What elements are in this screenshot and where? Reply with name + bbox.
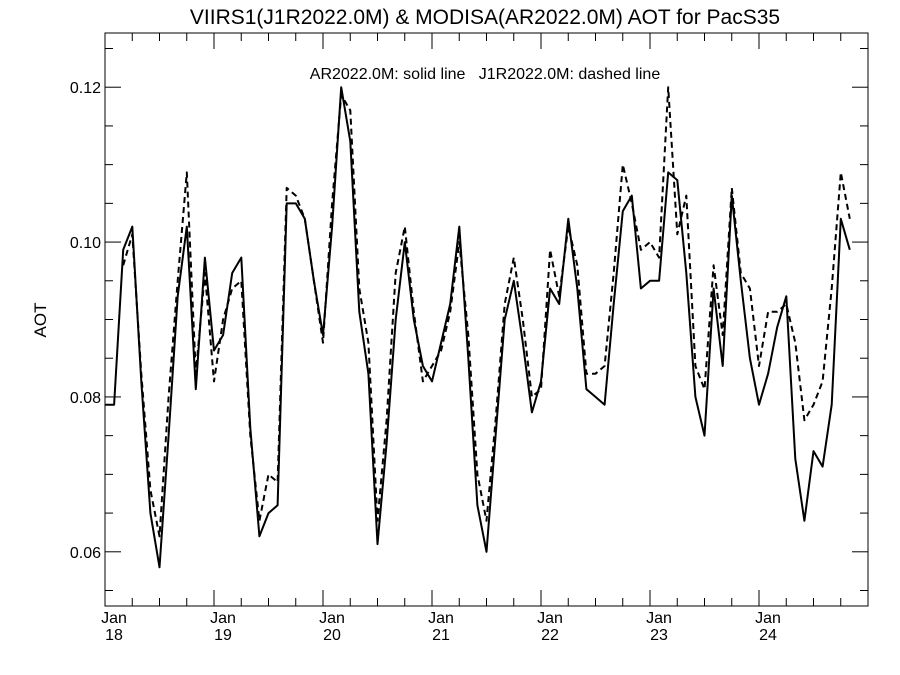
axis-tick-labels: 0.060.080.100.12Jan18Jan19Jan20Jan21Jan2… xyxy=(70,80,781,644)
x-tick-label-year: 24 xyxy=(759,627,777,644)
x-tick-label-month: Jan xyxy=(210,610,236,627)
series-line-dashed xyxy=(122,86,851,538)
series-layer xyxy=(105,86,851,569)
x-tick-label-month: Jan xyxy=(537,610,563,627)
x-tick-label-month: Jan xyxy=(428,610,454,627)
x-tick-label-year: 19 xyxy=(214,627,232,644)
x-tick-label-month: Jan xyxy=(646,610,672,627)
series-line-solid xyxy=(105,86,851,569)
x-tick-label-year: 22 xyxy=(541,627,559,644)
chart-title: VIIRS1(J1R2022.0M) & MODISA(AR2022.0M) A… xyxy=(190,6,780,29)
y-tick-label: 0.06 xyxy=(70,545,101,562)
x-tick-label-year: 20 xyxy=(323,627,341,644)
x-tick-label-year: 23 xyxy=(650,627,668,644)
y-tick-label: 0.08 xyxy=(70,390,101,407)
y-tick-label: 0.12 xyxy=(70,80,101,97)
y-axis-label: AOT xyxy=(31,303,50,338)
line-style-annotation: AR2022.0M: solid line J1R2022.0M: dashed… xyxy=(310,66,661,83)
axis-ticks xyxy=(104,33,869,606)
x-tick-label-month: Jan xyxy=(755,610,781,627)
y-tick-label: 0.10 xyxy=(70,235,101,252)
x-tick-label-year: 21 xyxy=(432,627,450,644)
x-tick-label-year: 18 xyxy=(105,627,123,644)
x-tick-label-month: Jan xyxy=(319,610,345,627)
x-tick-label-month: Jan xyxy=(101,610,127,627)
